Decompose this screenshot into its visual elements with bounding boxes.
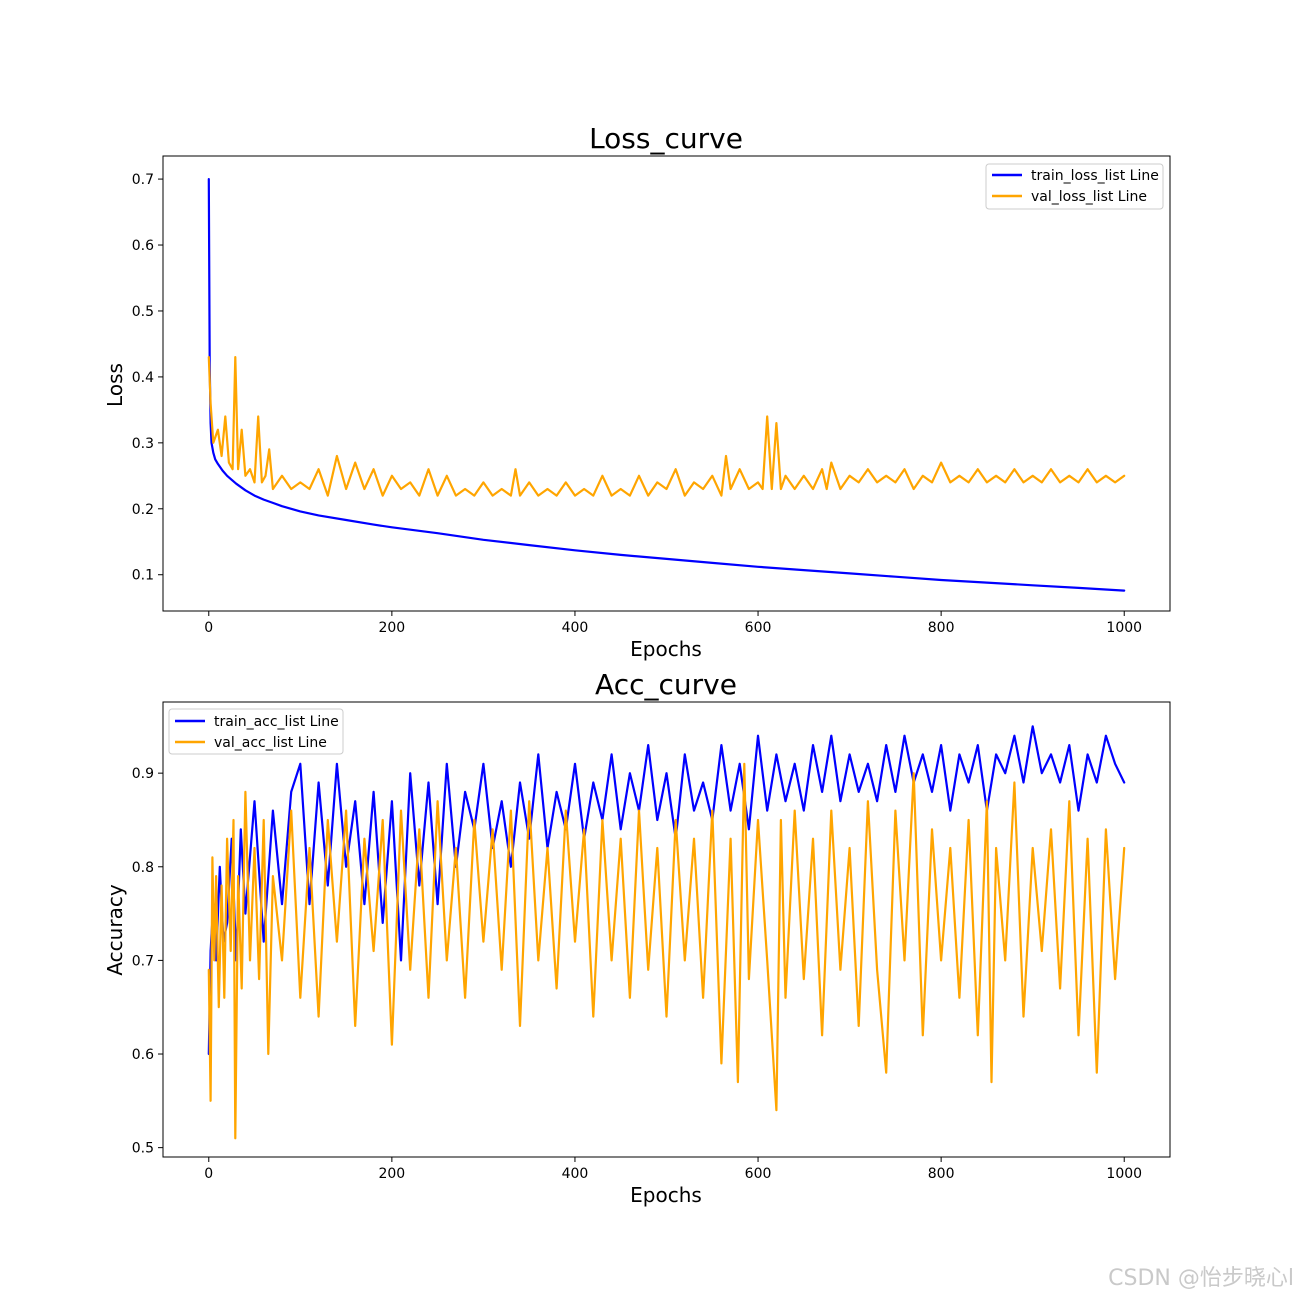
loss-y-tick-label: 0.2	[132, 502, 154, 518]
watermark-text: CSDN @怡步晓心l	[1108, 1266, 1294, 1291]
acc-y-tick-label: 0.9	[132, 766, 154, 782]
acc-legend-label-train: train_acc_list Line	[214, 714, 339, 730]
loss-y-tick-label: 0.5	[132, 304, 154, 320]
acc-ticks: 0 200 400 600 800 1000 0.5 0.6 0.7 0.8 0.9	[132, 766, 1142, 1182]
loss-series-line-val	[207, 356, 1126, 497]
acc-y-tick-label: 0.7	[132, 953, 154, 969]
acc-x-tick-label: 400	[562, 1166, 589, 1182]
acc-x-tick-label: 200	[378, 1166, 405, 1182]
loss-y-tick-label: 0.1	[132, 568, 154, 584]
loss-y-tick-label: 0.6	[132, 238, 154, 254]
acc-y-axis-label: Accuracy	[103, 884, 127, 975]
acc-series-line-val	[207, 762, 1126, 1140]
loss-x-tick-label: 600	[745, 620, 772, 636]
loss-x-tick-label: 800	[928, 620, 955, 636]
loss-legend-label-val: val_loss_list Line	[1031, 189, 1147, 205]
loss-series-line-train	[207, 178, 1126, 592]
acc-series	[207, 725, 1126, 1140]
acc-legend: train_acc_list Line val_acc_list Line	[168, 708, 344, 755]
loss-y-axis-label: Loss	[103, 363, 127, 407]
loss-x-tick-label: 0	[204, 620, 213, 636]
acc-plot-frame	[162, 701, 1171, 1158]
loss-y-tick-label: 0.4	[132, 370, 154, 386]
acc-chart: 0 200 400 600 800 1000 0.5 0.6 0.7 0.8 0.9 Acc_cur…	[103, 668, 1171, 1207]
acc-x-axis-label: Epochs	[630, 1183, 702, 1207]
loss-chart-title: Loss_curve	[589, 122, 743, 155]
acc-x-tick-label: 1000	[1106, 1166, 1142, 1182]
acc-y-tick-label: 0.6	[132, 1047, 154, 1063]
acc-legend-box	[168, 708, 344, 755]
loss-legend-label-train: train_loss_list Line	[1031, 168, 1159, 184]
acc-chart-title: Acc_curve	[595, 668, 737, 701]
acc-y-tick-label: 0.8	[132, 860, 154, 876]
loss-series	[207, 178, 1126, 592]
acc-x-tick-label: 0	[204, 1166, 213, 1182]
acc-y-tick-label: 0.5	[132, 1141, 154, 1157]
loss-x-tick-label: 400	[562, 620, 589, 636]
acc-x-tick-label: 600	[745, 1166, 772, 1182]
loss-x-tick-label: 200	[378, 620, 405, 636]
loss-ticks: 0 200 400 600 800 1000 0.1 0.2 0.3 0.4 0.5 0.6 0.7	[132, 172, 1142, 636]
loss-y-tick-label: 0.3	[132, 436, 154, 452]
loss-legend: train_loss_list Line val_loss_list Line	[985, 163, 1164, 210]
acc-legend-label-val: val_acc_list Line	[214, 735, 327, 751]
loss-x-axis-label: Epochs	[630, 637, 702, 661]
acc-x-tick-label: 800	[928, 1166, 955, 1182]
loss-chart: 0 200 400 600 800 1000 0.1 0.2 0.3 0.4 0.5 0.6 0.7 L…	[103, 122, 1171, 661]
loss-x-tick-label: 1000	[1106, 620, 1142, 636]
loss-legend-box	[985, 163, 1164, 210]
loss-y-tick-label: 0.7	[132, 172, 154, 188]
loss-plot-frame	[162, 155, 1171, 612]
